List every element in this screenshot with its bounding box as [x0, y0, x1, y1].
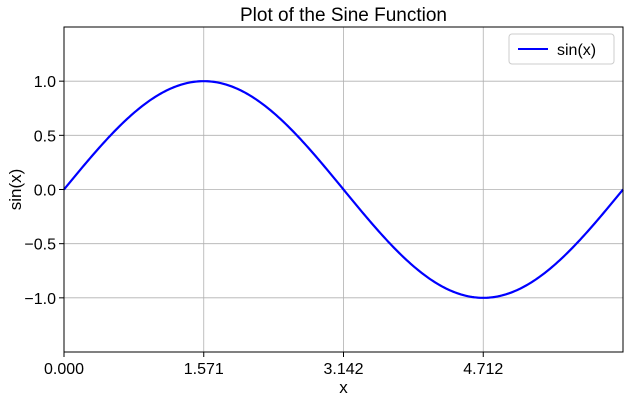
legend-box [508, 33, 615, 65]
y-axis-ticks: 1.0 0.5 0.0 −0.5 −1.0 [24, 74, 64, 308]
x-tick-label: 1.571 [184, 361, 224, 378]
x-axis-label: x [339, 378, 348, 397]
series-line-sin [63, 80, 624, 299]
y-tick-label: 0.5 [34, 128, 56, 145]
x-tick-label: 4.712 [463, 361, 503, 378]
legend: sin(x) [508, 33, 615, 65]
y-tick-label: 0.0 [34, 183, 56, 200]
x-tick-label: 0.000 [44, 361, 84, 378]
chart-title: Plot of the Sine Function [240, 5, 447, 26]
y-tick-label: −0.5 [24, 237, 56, 254]
y-tick-label: 1.0 [34, 74, 56, 91]
x-axis-ticks: 0.000 1.571 3.142 4.712 [44, 352, 503, 378]
x-tick-label: 3.142 [323, 361, 363, 378]
legend-label-sin: sin(x) [557, 42, 596, 59]
y-tick-label: −1.0 [24, 291, 56, 308]
y-axis-label: sin(x) [6, 169, 25, 211]
series-layer [63, 80, 624, 299]
